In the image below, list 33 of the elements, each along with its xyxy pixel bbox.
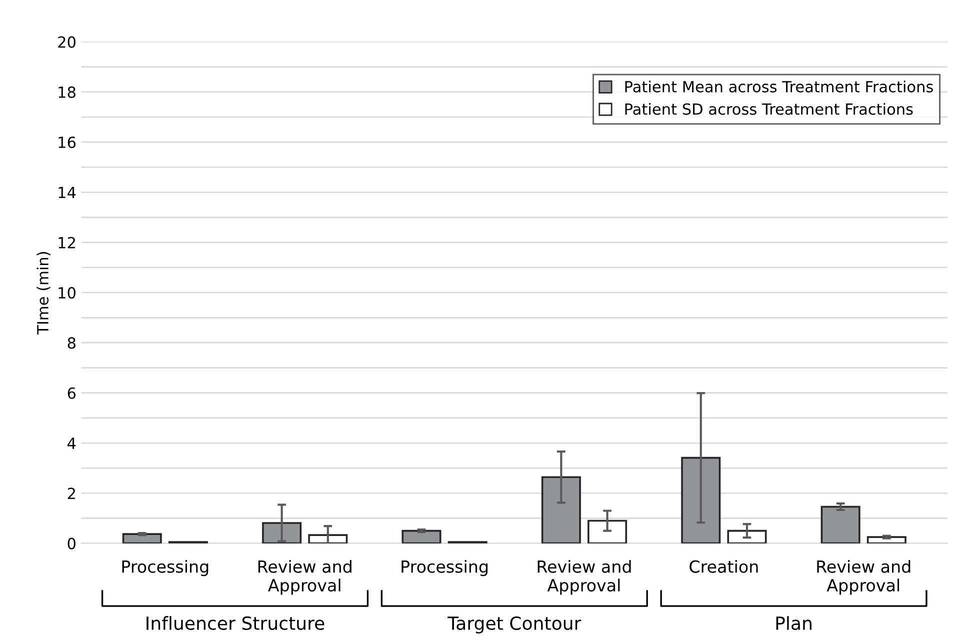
bar [122,533,162,544]
bar [402,530,442,544]
y-tick-label: 10 [58,287,76,299]
bar [588,520,628,544]
y-tick-label: 20 [58,36,76,48]
y-tick-label: 4 [68,438,76,449]
y-tick-label: 6 [68,387,76,399]
x-tick-label: Processing [122,560,208,576]
y-tick-label: 18 [58,86,76,98]
text: Target Contour [447,616,582,634]
bar [681,456,721,544]
y-tick-label: 0 [68,538,76,550]
text: Plan [776,616,812,630]
bar [541,476,581,544]
x-tick-label: Processing [402,560,488,576]
bar [866,536,906,544]
y-axis-title: TIme (min) [36,252,50,334]
bar [262,522,302,544]
y-tick-label: 2 [68,488,75,499]
text: Influencer Structure [146,616,324,630]
bar [308,534,348,544]
y-tick-label: 14 [58,186,76,198]
x-tick-label: Review and Approval [817,560,910,595]
y-tick-label: 16 [58,136,76,148]
bar [820,506,860,544]
x-tick-label: Creation [690,560,758,573]
legend-label: Patient Mean across Treatment Fractions [625,80,933,92]
y-tick-label: 8 [68,337,76,349]
bar [727,530,767,544]
y-tick-label: 12 [58,236,75,248]
x-tick-label: Review and Approval [538,560,631,595]
legend-label: Patient SD across Treatment Fractions [625,103,913,115]
x-tick-label: Review and Approval [258,560,352,595]
